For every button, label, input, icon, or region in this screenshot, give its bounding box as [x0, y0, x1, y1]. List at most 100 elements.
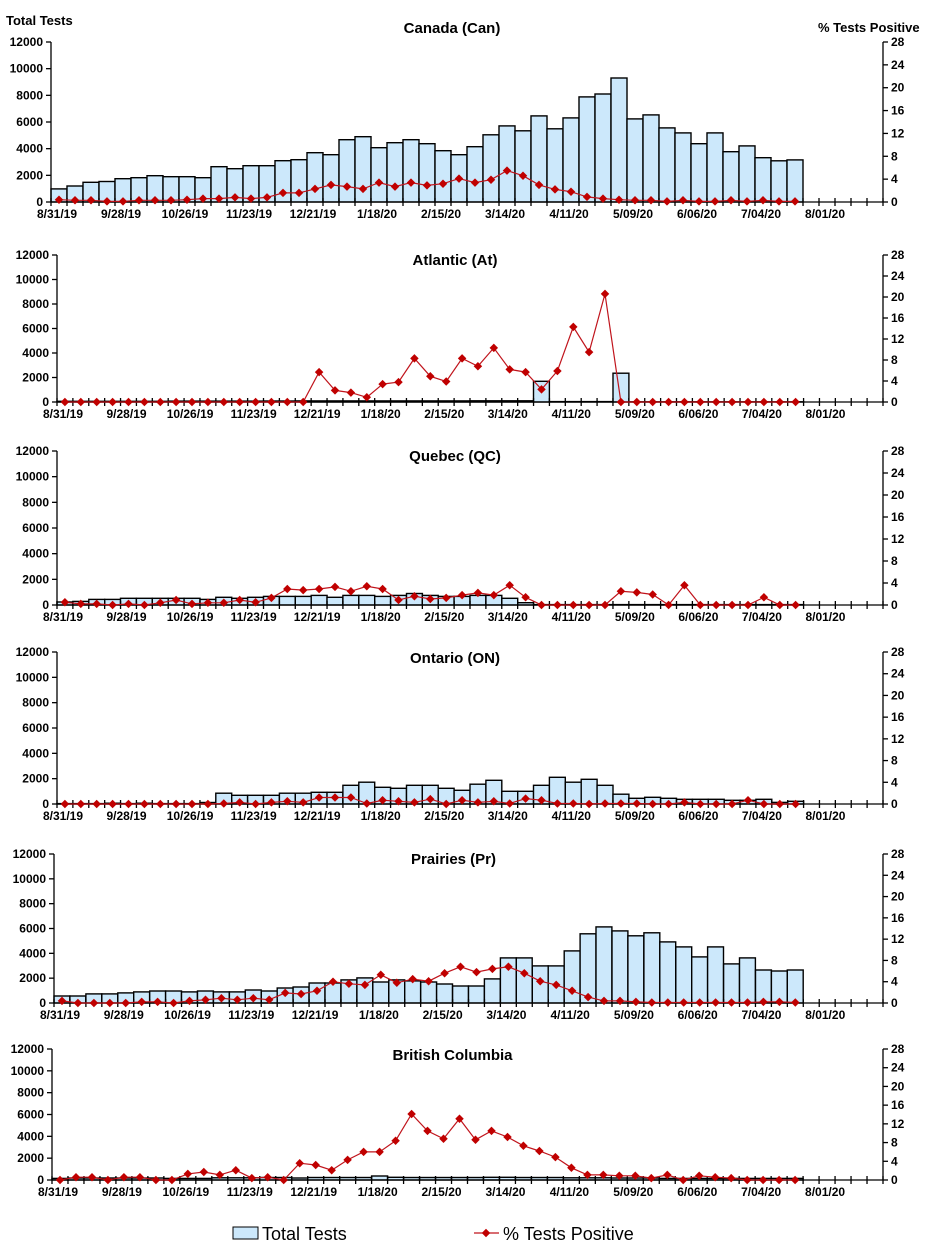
left-tick-label: 10000 [16, 670, 50, 684]
marker-percent-positive [553, 600, 562, 610]
x-tick-label: 3/14/20 [488, 809, 528, 823]
marker-percent-positive [584, 799, 594, 809]
chart-panel-2: Atlantic (At) 0 2000 4000 6000 8000 10000 12000… [16, 248, 905, 421]
x-tick-label: 8/31/19 [43, 809, 83, 823]
marker-percent-positive [362, 393, 372, 402]
x-tick-label: 6/06/20 [678, 1008, 718, 1022]
marker-percent-positive [60, 799, 70, 809]
x-tick-label: 6/06/20 [678, 809, 718, 823]
x-tick-label: 2/15/20 [424, 407, 464, 421]
left-tick-label: 12000 [16, 248, 50, 262]
chart-title: Ontario (ON) [410, 650, 500, 667]
x-tick-label: 3/14/20 [485, 1185, 525, 1199]
marker-percent-positive [631, 997, 641, 1007]
marker-percent-positive [199, 1167, 209, 1177]
marker-percent-positive [86, 196, 96, 205]
bar-total-tests [483, 978, 501, 1004]
marker-percent-positive [742, 1175, 752, 1185]
x-tick-label: 1/18/20 [361, 809, 401, 823]
marker-percent-positive [344, 979, 354, 989]
x-tick-label: 8/31/19 [43, 610, 83, 624]
bar-total-tests [467, 985, 486, 1004]
legend-line-label: % Tests Positive [503, 1224, 634, 1244]
right-tick-label: 4 [891, 374, 898, 388]
bar-total-tests [738, 957, 757, 1004]
marker-percent-positive [441, 377, 451, 386]
bar-total-tests [706, 132, 724, 203]
x-tick-label: 10/26/19 [167, 610, 214, 624]
left-tick-label: 2000 [22, 572, 49, 586]
bar-total-tests [770, 160, 788, 203]
marker-percent-positive [569, 322, 578, 332]
x-tick-label: 7/04/20 [741, 1185, 781, 1199]
marker-percent-positive [151, 1175, 161, 1185]
bar-total-tests [324, 982, 342, 1004]
bar-total-tests [386, 141, 404, 203]
marker-percent-positive [679, 998, 688, 1007]
marker-percent-positive [343, 1155, 352, 1165]
bar-total-tests [706, 946, 725, 1004]
x-tick-label: 2/15/20 [423, 1008, 463, 1022]
marker-percent-positive [521, 367, 530, 377]
x-tick-label: 4/11/20 [552, 610, 592, 624]
marker-percent-positive [489, 343, 499, 353]
marker-percent-positive [600, 600, 610, 610]
right-tick-label: 24 [891, 269, 905, 283]
x-tick-label: 12/21/19 [294, 407, 341, 421]
marker-percent-positive [295, 1158, 304, 1168]
marker-percent-positive [553, 799, 562, 808]
bar-total-tests [278, 595, 296, 606]
bar-total-tests [786, 969, 804, 1004]
marker-percent-positive [551, 980, 561, 990]
marker-percent-positive [584, 600, 594, 610]
bar-total-tests [498, 125, 516, 203]
x-tick-label: 4/11/20 [552, 809, 592, 823]
chart-panel-6: British Columbia 0 2000 4000 6000 8000 10000 12… [11, 1042, 905, 1199]
marker-percent-positive [279, 1175, 288, 1185]
x-tick-label: 1/18/20 [357, 207, 397, 221]
bar-total-tests [675, 946, 693, 1004]
x-tick-label: 11/23/19 [231, 809, 277, 823]
right-tick-label: 16 [891, 311, 905, 325]
marker-percent-positive [473, 588, 483, 598]
bar-total-tests [722, 963, 741, 1004]
marker-percent-positive [198, 194, 208, 203]
marker-percent-positive [631, 1171, 640, 1181]
marker-percent-positive [166, 196, 176, 205]
marker-percent-positive [298, 585, 308, 595]
bar-total-tests [435, 983, 454, 1004]
marker-percent-positive [600, 799, 610, 808]
marker-percent-positive [583, 992, 593, 1002]
left-tick-label: 0 [37, 1173, 44, 1187]
marker-percent-positive [246, 194, 256, 203]
marker-percent-positive [726, 1173, 736, 1183]
marker-percent-positive [283, 797, 292, 806]
marker-percent-positive [759, 397, 769, 407]
left-tick-label: 6000 [22, 721, 49, 735]
left-tick-label: 12000 [16, 444, 50, 458]
marker-percent-positive [55, 1175, 65, 1185]
x-tick-label: 10/26/19 [162, 207, 209, 221]
bar-total-tests [342, 594, 360, 606]
left-tick-label: 8000 [22, 696, 49, 710]
marker-percent-positive [727, 998, 736, 1007]
marker-percent-positive [378, 795, 387, 805]
right-tick-label: 28 [891, 248, 905, 262]
left-tick-label: 2000 [19, 971, 46, 985]
x-tick-label: 8/01/20 [805, 610, 845, 624]
marker-percent-positive [394, 377, 403, 387]
bar-total-tests [658, 127, 676, 203]
marker-percent-positive [521, 593, 530, 602]
x-tick-label: 11/23/19 [227, 1185, 273, 1199]
x-tick-label: 8/01/20 [805, 809, 845, 823]
marker-percent-positive [537, 385, 546, 394]
right-tick-label: 28 [891, 1042, 905, 1056]
left-tick-label: 10000 [16, 470, 50, 484]
x-tick-label: 1/18/20 [361, 610, 401, 624]
left-tick-label: 8000 [17, 1086, 44, 1100]
x-tick-label: 4/11/20 [550, 1008, 590, 1022]
bar-total-tests [501, 597, 519, 606]
right-tick-label: 24 [891, 868, 905, 882]
x-tick-label: 7/04/20 [742, 610, 782, 624]
